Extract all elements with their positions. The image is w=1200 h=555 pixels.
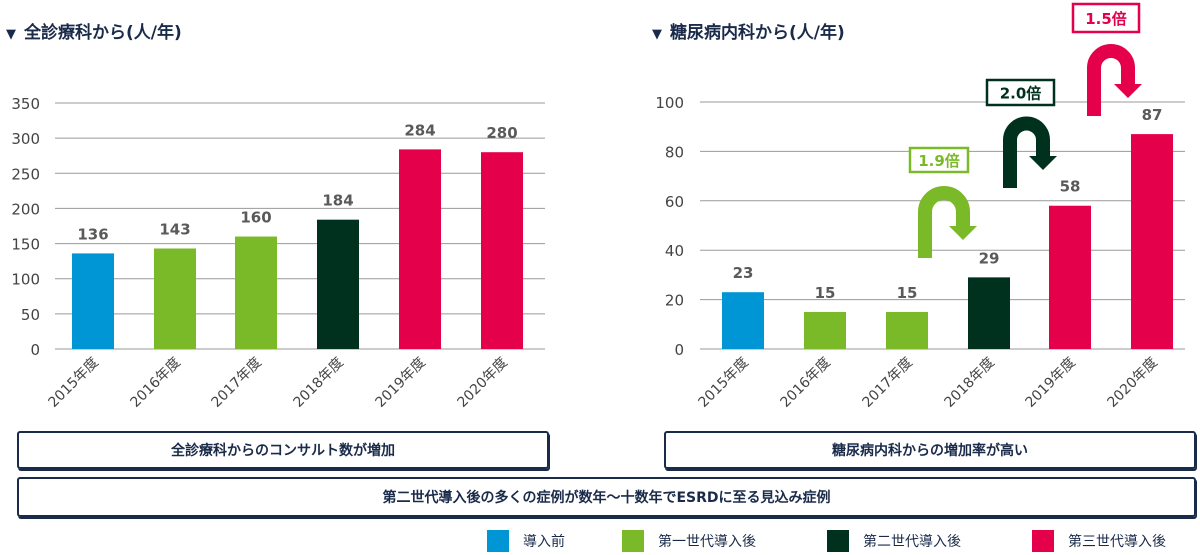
ratio-badge: [1071, 2, 1141, 34]
y-tick-label: 250: [11, 165, 40, 183]
bar: [235, 236, 277, 349]
arrowhead-icon: [949, 226, 977, 240]
y-tick-label: 50: [21, 306, 40, 324]
legend-gen3: 第三世代導入後: [1032, 530, 1166, 552]
x-tick-label: 2016年度: [778, 355, 834, 411]
u-turn-arrow-icon: [918, 186, 970, 258]
right-chart-title-text: 糖尿病内科から(人/年): [670, 23, 845, 43]
y-tick-label: 100: [11, 271, 40, 289]
bar: [804, 311, 846, 349]
x-tick-label: 2017年度: [860, 355, 916, 411]
legend-label: 第一世代導入後: [658, 534, 756, 550]
x-tick-label: 2016年度: [128, 355, 184, 411]
legend-label: 第三世代導入後: [1068, 534, 1166, 550]
y-tick-label: 200: [11, 200, 40, 218]
bar: [722, 292, 764, 349]
left-chart-title-text: 全診療科から(人/年): [24, 23, 182, 43]
arrowhead-icon: [1114, 84, 1142, 98]
bar: [317, 219, 359, 349]
value-label: 29: [979, 249, 1000, 267]
bar: [886, 311, 928, 349]
ratio-label: 1.5倍: [1085, 10, 1127, 28]
value-label: 136: [77, 225, 108, 243]
triangle-down-icon: ▼: [6, 27, 16, 42]
value-label: 160: [240, 209, 271, 227]
bar: [154, 248, 196, 349]
y-tick-label: 40: [665, 242, 684, 260]
x-tick-label: 2015年度: [46, 355, 102, 411]
triangle-down-icon: ▼: [652, 27, 662, 42]
bar-charts: 0501001502002503003501362015年度1432016年度1…: [11, 2, 1185, 411]
value-label: 23: [733, 264, 754, 282]
y-tick-label: 20: [665, 292, 684, 310]
bar: [399, 149, 441, 349]
x-tick-label: 2019年度: [1023, 355, 1079, 411]
value-label: 15: [897, 284, 918, 302]
y-tick-label: 100: [655, 94, 684, 112]
legend-label: 第二世代導入後: [863, 534, 961, 550]
y-tick-label: 300: [11, 130, 40, 148]
value-label: 280: [486, 124, 517, 142]
value-label: 143: [159, 220, 190, 238]
legend-swatch: [487, 530, 509, 552]
legend-before: 導入前: [487, 530, 565, 552]
x-tick-label: 2015年度: [696, 355, 752, 411]
legend-swatch: [622, 530, 644, 552]
legend-gen1: 第一世代導入後: [622, 530, 756, 552]
legend-gen2: 第二世代導入後: [827, 530, 961, 552]
y-tick-label: 60: [665, 193, 684, 211]
value-label: 58: [1060, 178, 1081, 196]
left-note-box: 全診療科からのコンサルト数が増加: [17, 431, 549, 469]
x-tick-label: 2020年度: [1105, 355, 1161, 411]
y-tick-label: 0: [30, 341, 40, 359]
bar: [1049, 205, 1091, 349]
legend-label: 導入前: [523, 534, 565, 550]
value-label: 87: [1142, 106, 1163, 124]
bar: [968, 277, 1010, 349]
value-label: 284: [404, 121, 435, 139]
ratio-label: 2.0倍: [1000, 85, 1042, 103]
bar: [481, 152, 523, 349]
bar: [72, 253, 114, 349]
left-chart-title: ▼ 全診療科から(人/年): [6, 18, 182, 43]
bar: [1131, 134, 1173, 349]
value-label: 15: [815, 284, 836, 302]
right-chart-title: ▼ 糖尿病内科から(人/年): [652, 18, 845, 43]
u-turn-arrow-icon: [1087, 44, 1135, 116]
x-tick-label: 2019年度: [373, 355, 429, 411]
y-tick-label: 80: [665, 143, 684, 161]
y-tick-label: 350: [11, 95, 40, 113]
y-tick-label: 150: [11, 236, 40, 254]
right-note-box: 糖尿病内科からの増加率が高い: [664, 431, 1196, 469]
bottom-note-box: 第二世代導入後の多くの症例が数年〜十数年でESRDに至る見込み症例: [17, 477, 1196, 517]
ratio-badge: [908, 146, 970, 174]
value-label: 184: [322, 192, 353, 210]
y-tick-label: 0: [674, 341, 684, 359]
x-tick-label: 2018年度: [291, 355, 347, 411]
x-tick-label: 2017年度: [209, 355, 265, 411]
x-tick-label: 2018年度: [942, 355, 998, 411]
u-turn-arrow-icon: [1003, 116, 1050, 188]
x-tick-label: 2020年度: [455, 355, 511, 411]
legend-swatch: [827, 530, 849, 552]
legend-swatch: [1032, 530, 1054, 552]
ratio-label: 1.9倍: [918, 152, 960, 170]
ratio-badge: [985, 78, 1056, 107]
arrowhead-icon: [1029, 156, 1057, 170]
